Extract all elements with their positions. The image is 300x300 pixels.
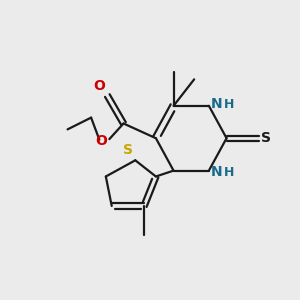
- Text: O: O: [93, 79, 105, 93]
- Text: S: S: [123, 143, 133, 158]
- Text: N: N: [211, 165, 223, 179]
- Text: N: N: [211, 98, 223, 111]
- Text: O: O: [95, 134, 107, 148]
- Text: H: H: [224, 166, 235, 178]
- Text: H: H: [224, 98, 235, 111]
- Text: S: S: [261, 131, 271, 145]
